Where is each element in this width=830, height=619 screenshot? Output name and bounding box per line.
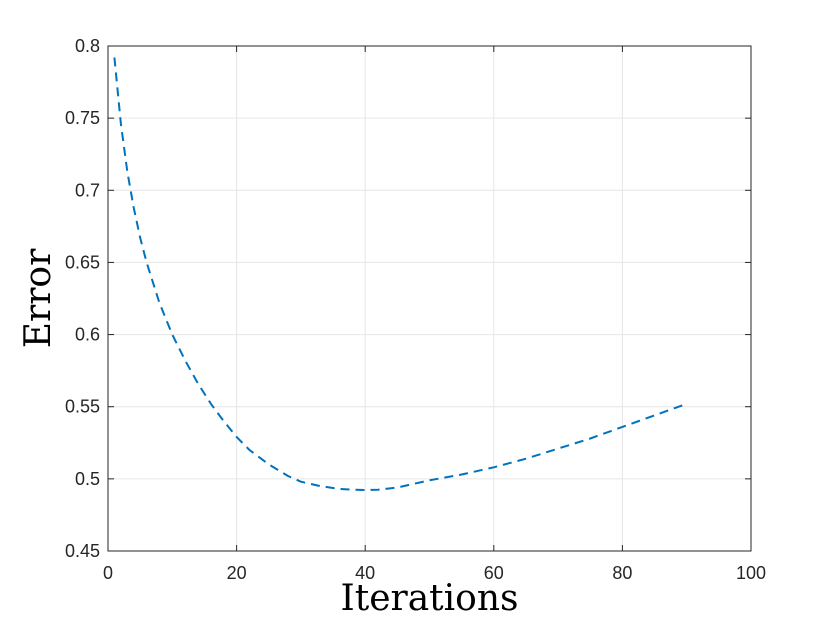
y-tick-labels: 0.45 0.5 0.55 0.6 0.65 0.7 0.75 0.8 — [65, 36, 100, 561]
y-tick-label: 0.55 — [65, 397, 100, 417]
x-tick-label: 60 — [484, 563, 504, 583]
y-axis-title: Error — [18, 248, 59, 348]
x-tick-label: 40 — [355, 563, 375, 583]
y-tick-label: 0.65 — [65, 252, 100, 272]
series-line — [113, 57, 688, 492]
x-tick-labels: 0 20 40 60 80 100 — [103, 563, 766, 583]
y-tick-label: 0.6 — [75, 325, 100, 345]
x-tick-label: 20 — [227, 563, 247, 583]
y-tick-label: 0.75 — [65, 108, 100, 128]
y-tick-label: 0.7 — [75, 180, 100, 200]
series-layer — [113, 57, 688, 492]
grid-lines — [107, 45, 752, 552]
y-tick-label: 0.8 — [75, 36, 100, 56]
x-axis-title: Iterations — [341, 578, 519, 619]
x-tick-label: 80 — [612, 563, 632, 583]
y-tick-label: 0.45 — [65, 541, 100, 561]
y-tick-label: 0.5 — [75, 469, 100, 489]
tick-marks — [107, 45, 752, 552]
axes-frame — [107, 45, 752, 552]
x-tick-label: 100 — [736, 563, 766, 583]
x-tick-label: 0 — [103, 563, 113, 583]
